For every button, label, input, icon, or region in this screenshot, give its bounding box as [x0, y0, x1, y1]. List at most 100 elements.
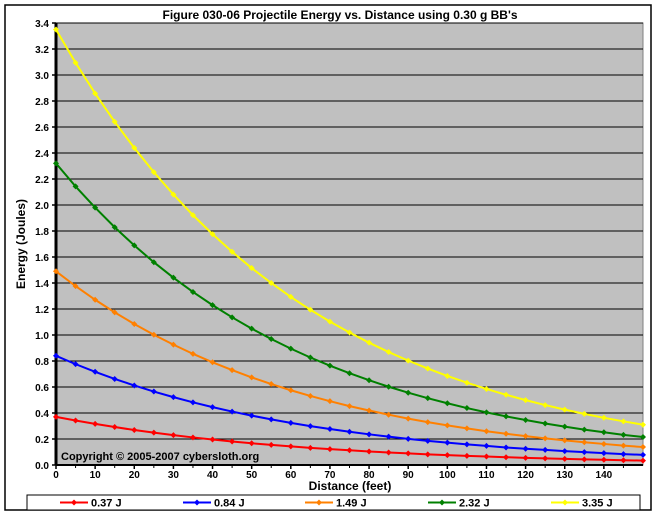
data-point	[581, 426, 588, 433]
data-point	[424, 365, 431, 372]
data-point	[307, 444, 314, 451]
y-tick-label: 2.8	[35, 97, 49, 108]
data-point	[620, 457, 627, 464]
data-point	[620, 442, 627, 449]
y-tick-label: 3.4	[35, 19, 49, 30]
data-point	[640, 457, 646, 464]
data-point	[326, 318, 333, 325]
data-point	[542, 420, 549, 427]
data-point	[405, 415, 412, 422]
data-point	[209, 436, 216, 443]
data-point	[620, 431, 627, 438]
y-tick-label: 2.2	[35, 175, 49, 186]
x-tick-label: 110	[478, 470, 495, 481]
data-point	[131, 144, 138, 151]
data-point	[483, 442, 490, 449]
data-point	[72, 59, 79, 66]
data-point	[385, 449, 392, 456]
data-point	[268, 381, 275, 388]
data-point	[229, 314, 236, 321]
data-point	[561, 406, 568, 413]
data-point	[92, 368, 99, 375]
data-point	[248, 440, 255, 447]
data-point	[209, 404, 216, 411]
data-point	[287, 443, 294, 450]
data-point	[72, 183, 79, 190]
data-point	[92, 296, 99, 303]
x-tick-label: 50	[246, 470, 258, 481]
data-point	[307, 392, 314, 399]
data-point	[503, 430, 510, 437]
data-point	[503, 391, 510, 398]
series-3-35-J	[53, 26, 646, 428]
y-tick-label: 2.0	[35, 201, 49, 212]
data-point	[503, 444, 510, 451]
legend-label: 1.49 J	[336, 498, 367, 510]
data-point	[209, 359, 216, 366]
data-point	[53, 413, 59, 420]
data-point	[131, 320, 138, 327]
y-tick-label: 1.8	[35, 227, 49, 238]
data-point	[463, 452, 470, 459]
x-tick-label: 80	[364, 470, 376, 481]
data-point	[620, 418, 627, 425]
legend-label: 0.37 J	[91, 498, 122, 510]
data-point	[483, 428, 490, 435]
data-point	[111, 224, 118, 231]
data-point	[150, 259, 157, 266]
legend-box	[26, 494, 641, 511]
data-point	[463, 425, 470, 432]
y-axis-ticks: 0.0 0.2 0.4 0.6 0.8 1.0 1.2 1.4 1.6 1.8 2.0 2.2 2.4 2…	[35, 19, 56, 472]
data-point	[542, 402, 549, 409]
y-tick-label: 0.4	[35, 409, 49, 420]
x-tick-label: 60	[285, 470, 297, 481]
y-tick-label: 0.2	[35, 435, 49, 446]
data-point	[111, 375, 118, 382]
y-tick-label: 2.6	[35, 123, 49, 134]
data-point	[150, 388, 157, 395]
data-point	[444, 439, 451, 446]
series-group	[53, 26, 646, 464]
data-point	[307, 354, 314, 361]
data-point	[503, 413, 510, 420]
data-point	[189, 350, 196, 357]
y-tick-label: 0.8	[35, 357, 49, 368]
data-point	[287, 345, 294, 352]
legend-label: 2.32 J	[459, 498, 490, 510]
data-point	[424, 395, 431, 402]
data-point	[522, 445, 529, 452]
x-tick-label: 100	[439, 470, 456, 481]
data-point	[248, 325, 255, 332]
x-tick-label: 30	[168, 470, 180, 481]
y-tick-label: 2.4	[35, 149, 49, 160]
x-axis-label: Distance (feet)	[309, 479, 392, 493]
data-point	[53, 160, 59, 167]
data-point	[131, 242, 138, 249]
data-point	[463, 441, 470, 448]
data-point	[522, 417, 529, 424]
data-point	[463, 379, 470, 386]
data-point	[326, 446, 333, 453]
data-point	[522, 454, 529, 461]
x-tick-label: 40	[207, 470, 219, 481]
data-point	[189, 288, 196, 295]
data-point	[561, 455, 568, 462]
y-tick-label: 1.0	[35, 331, 49, 342]
x-tick-label: 130	[556, 470, 573, 481]
data-point	[326, 398, 333, 405]
data-point	[72, 417, 79, 424]
data-point	[229, 438, 236, 445]
x-tick-label: 0	[53, 470, 59, 481]
data-point	[229, 367, 236, 374]
data-point	[346, 403, 353, 410]
data-point	[150, 429, 157, 436]
x-tick-label: 140	[596, 470, 613, 481]
data-point	[483, 453, 490, 460]
data-point	[170, 341, 177, 348]
series-2-32-J	[53, 160, 646, 441]
data-point	[581, 439, 588, 446]
data-point	[326, 425, 333, 432]
data-point	[444, 372, 451, 379]
legend: 0.37 J 0.84 J 1.49 J 2.32 J 3.35 J	[60, 498, 613, 510]
